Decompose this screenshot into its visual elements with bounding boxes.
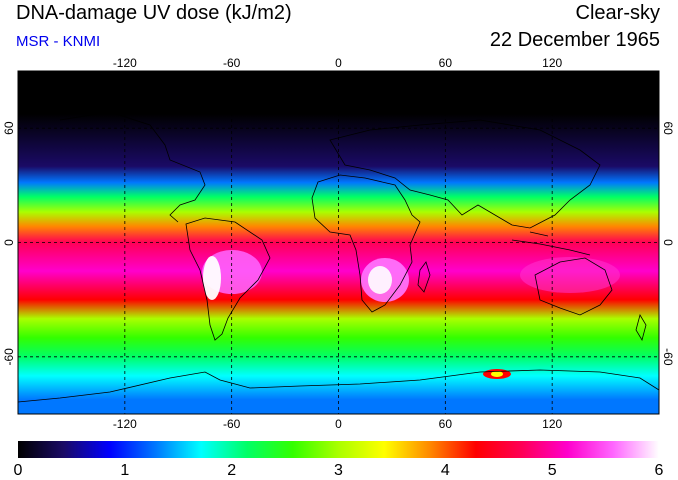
lat-label-right: 60: [661, 121, 675, 135]
australia-coast: [534, 257, 613, 316]
lon-label-bottom: -60: [223, 417, 241, 431]
lat-label-left: -60: [2, 348, 16, 366]
antarctica-coast: [18, 369, 659, 403]
left-axis-labels: 60 0 -60: [2, 121, 16, 365]
colorbar: [18, 441, 659, 458]
colorbar-label: 1: [120, 462, 129, 479]
lon-label-bottom: 120: [542, 417, 562, 431]
lat-label-left: 0: [2, 239, 16, 246]
colorbar-label: 6: [655, 462, 664, 479]
madagascar-coast: [417, 261, 431, 293]
colorbar-labels: 0 1 2 3 4 5 6: [14, 462, 664, 479]
north-america-coast: [59, 111, 206, 223]
colorbar-label: 4: [441, 462, 450, 479]
lon-label-top: 0: [335, 56, 342, 70]
new-zealand-coast: [635, 313, 647, 342]
map-frame: [17, 70, 660, 415]
indonesia-coast: [511, 231, 591, 256]
coastlines: [18, 111, 659, 403]
lon-label-bottom: -120: [113, 417, 137, 431]
colorbar-label: 3: [334, 462, 343, 479]
lon-label-bottom: 60: [439, 417, 453, 431]
source-label: MSR - KNMI: [16, 33, 101, 50]
lon-label-top: 120: [542, 56, 562, 70]
lon-label-bottom: 0: [335, 417, 342, 431]
map-title: DNA-damage UV dose (kJ/m2): [16, 2, 292, 24]
top-axis-labels: -120 -60 0 60 120: [113, 56, 563, 70]
lat-label-left: 60: [2, 121, 16, 135]
map-date: 22 December 1965: [489, 29, 660, 51]
lat-label-right: 0: [661, 239, 675, 246]
australia-hotspot: [520, 257, 620, 293]
lon-label-top: -60: [223, 56, 241, 70]
lon-label-top: -120: [113, 56, 137, 70]
antarctic-plateau-core: [491, 371, 503, 377]
bottom-axis-labels: -120 -60 0 60 120: [113, 417, 563, 431]
sky-condition: Clear-sky: [575, 2, 660, 24]
colorbar-label: 2: [227, 462, 236, 479]
graticule: [18, 71, 659, 414]
colorbar-label: 0: [14, 462, 23, 479]
colorbar-label: 5: [548, 462, 557, 479]
lon-label-top: 60: [439, 56, 453, 70]
andes-peak: [203, 256, 221, 300]
southern-africa-peak: [368, 266, 392, 294]
eurasia-coast: [329, 119, 601, 229]
lat-label-right: -60: [661, 348, 675, 366]
africa-coast: [311, 174, 421, 313]
right-axis-labels: 60 0 -60: [661, 121, 675, 365]
south-america-coast: [185, 217, 271, 341]
